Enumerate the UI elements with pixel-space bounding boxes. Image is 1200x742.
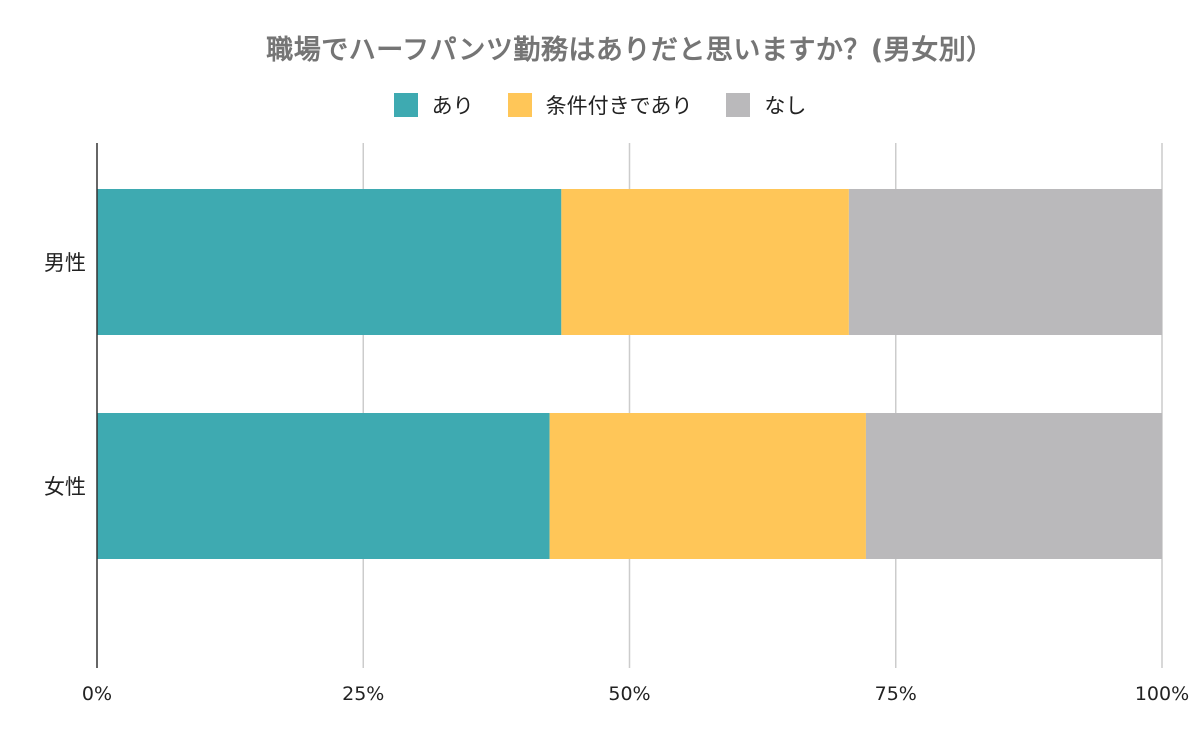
bar-1-0[interactable] [97,413,550,559]
x-tick-label-3: 75% [875,683,917,705]
bar-0-2[interactable] [848,189,1162,335]
x-tick-label-0: 0% [82,683,112,705]
x-tick-label-4: 100% [1135,683,1189,705]
legend-swatch-ari [393,93,418,117]
y-category-label-1: 女性 [44,475,86,499]
x-tick-label-1: 25% [342,683,384,705]
legend-swatch-nashi [726,93,751,117]
legend-label-ari: あり [431,94,474,118]
legend-item-conditional[interactable]: 条件付きであり [507,90,693,120]
legend-item-ari[interactable]: あり [393,90,474,120]
chart-title: 職場でハーフパンツ勤務はありだと思いますか？(男女別） [266,35,994,66]
bars [97,189,1162,559]
legend-swatch-conditional [507,93,532,117]
x-tick-label-2: 50% [608,683,650,705]
legend: あり 条件付きであり なし [0,88,1200,122]
bar-1-1[interactable] [549,413,866,559]
bar-0-1[interactable] [561,189,849,335]
bar-1-2[interactable] [865,413,1162,559]
bar-0-0[interactable] [97,189,562,335]
legend-label-conditional: 条件付きであり [545,94,693,118]
legend-label-nashi: なし [764,94,807,118]
legend-item-nashi[interactable]: なし [726,90,806,120]
y-category-label-0: 男性 [44,251,86,275]
